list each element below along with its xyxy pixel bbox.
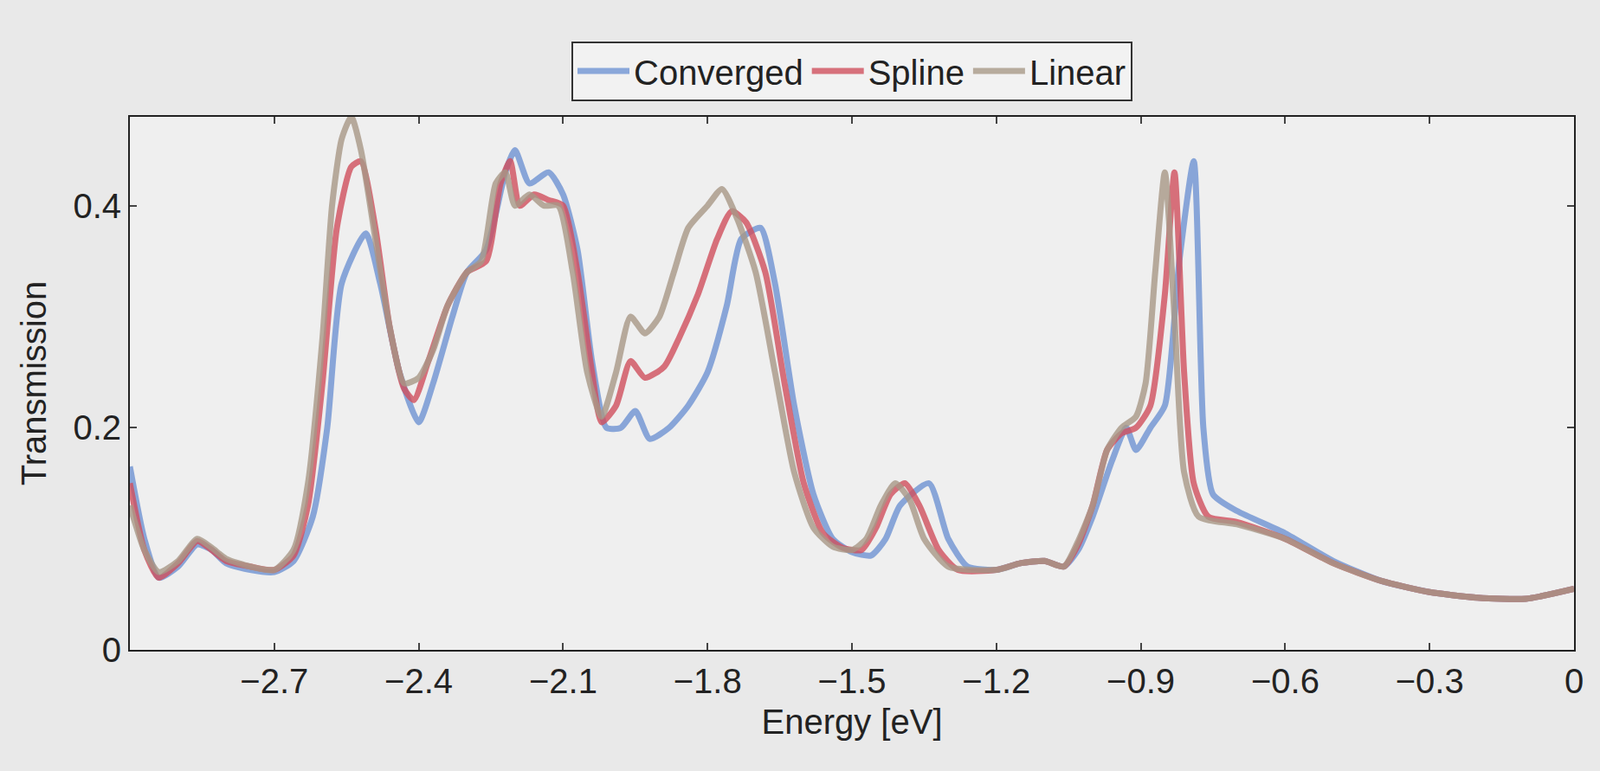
svg-text:0: 0 bbox=[1564, 662, 1584, 701]
svg-text:−2.1: −2.1 bbox=[529, 662, 598, 701]
svg-text:Converged: Converged bbox=[633, 53, 804, 92]
svg-text:−0.3: −0.3 bbox=[1395, 662, 1465, 701]
svg-text:−2.7: −2.7 bbox=[239, 662, 309, 701]
svg-text:−1.2: −1.2 bbox=[961, 662, 1031, 701]
svg-text:0: 0 bbox=[102, 631, 122, 670]
svg-text:−1.5: −1.5 bbox=[818, 662, 887, 701]
svg-text:0.2: 0.2 bbox=[72, 408, 122, 447]
svg-text:−2.4: −2.4 bbox=[384, 662, 453, 701]
svg-text:Transmission: Transmission bbox=[14, 281, 53, 486]
svg-text:−0.9: −0.9 bbox=[1106, 662, 1175, 701]
svg-text:−0.6: −0.6 bbox=[1251, 662, 1320, 701]
svg-text:0.4: 0.4 bbox=[72, 187, 122, 226]
svg-text:Spline: Spline bbox=[868, 53, 965, 92]
svg-text:Linear: Linear bbox=[1029, 53, 1126, 92]
svg-text:Energy [eV]: Energy [eV] bbox=[761, 703, 942, 742]
svg-text:−1.8: −1.8 bbox=[673, 662, 742, 701]
